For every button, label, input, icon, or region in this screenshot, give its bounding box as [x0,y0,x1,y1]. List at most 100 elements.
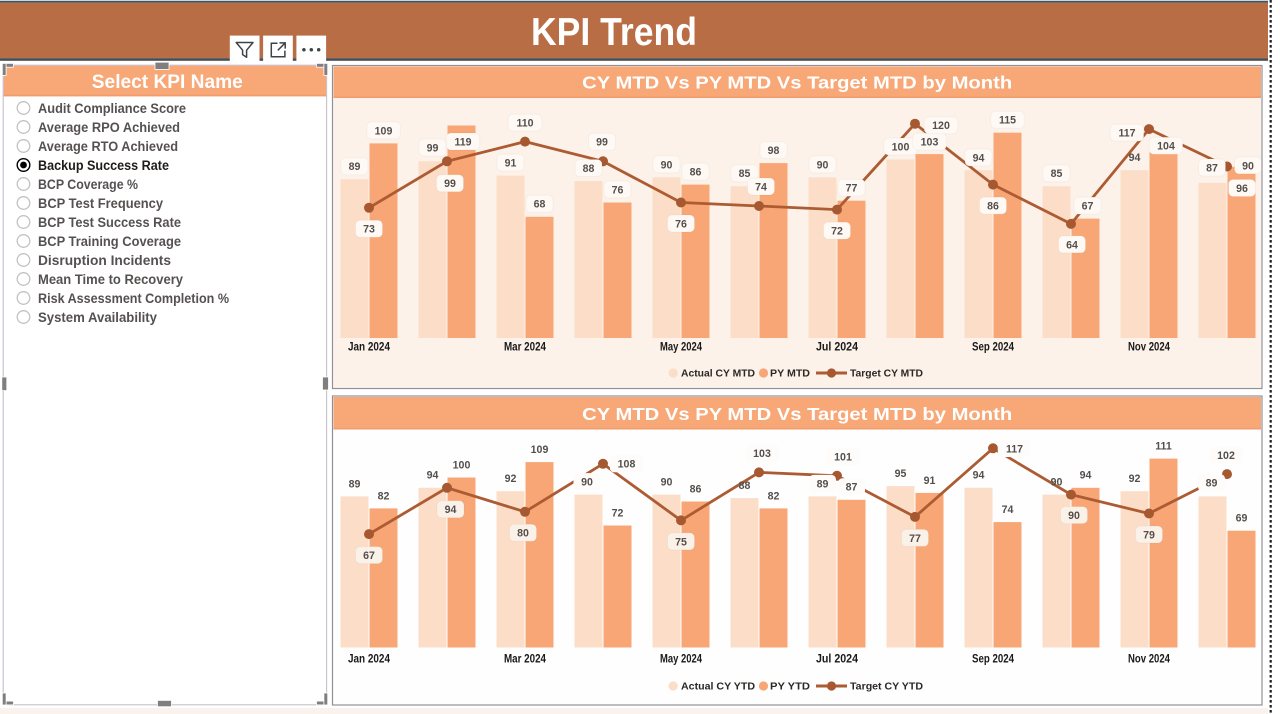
svg-text:94: 94 [427,470,439,482]
svg-text:96: 96 [1236,183,1248,195]
svg-text:74: 74 [755,181,767,193]
svg-text:120: 120 [932,120,950,132]
svg-text:99: 99 [427,142,439,154]
svg-text:101: 101 [834,452,852,464]
svg-text:119: 119 [454,136,471,148]
svg-text:73: 73 [363,224,375,236]
svg-text:94: 94 [1129,152,1141,164]
svg-text:BCP Training Coverage: BCP Training Coverage [38,234,181,249]
svg-text:Target CY MTD: Target CY MTD [850,368,923,380]
svg-text:94: 94 [445,504,457,516]
svg-text:99: 99 [596,137,608,149]
svg-text:92: 92 [505,473,517,485]
svg-text:67: 67 [1082,201,1094,213]
svg-text:86: 86 [987,201,999,213]
svg-text:64: 64 [1066,239,1078,251]
svg-text:Jan 2024: Jan 2024 [348,654,391,666]
svg-text:117: 117 [1118,128,1135,140]
svg-text:Actual CY YTD: Actual CY YTD [681,681,755,693]
svg-text:76: 76 [612,184,624,196]
svg-text:89: 89 [817,478,829,490]
svg-text:91: 91 [505,158,517,170]
svg-text:90: 90 [1242,160,1254,172]
svg-text:85: 85 [739,168,751,180]
svg-text:88: 88 [583,163,595,175]
svg-text:Sep 2024: Sep 2024 [972,654,1015,666]
svg-text:102: 102 [1217,450,1235,462]
svg-text:72: 72 [831,226,843,238]
svg-text:Average RTO Achieved: Average RTO Achieved [38,139,178,154]
svg-text:BCP Test Frequency: BCP Test Frequency [38,196,163,211]
svg-text:Backup Success Rate: Backup Success Rate [38,158,169,173]
svg-text:104: 104 [1157,141,1175,153]
svg-text:CY MTD Vs PY MTD Vs Target MTD: CY MTD Vs PY MTD Vs Target MTD by Month [582,404,1012,424]
svg-text:90: 90 [581,477,593,489]
svg-text:90: 90 [1051,477,1063,489]
svg-text:Target CY YTD: Target CY YTD [850,681,923,693]
svg-text:88: 88 [739,480,751,492]
svg-text:PY YTD: PY YTD [770,681,810,693]
svg-text:BCP Test Success Rate: BCP Test Success Rate [38,215,181,230]
svg-text:System Availability: System Availability [38,310,157,325]
svg-text:89: 89 [349,161,361,173]
svg-text:CY MTD Vs PY MTD Vs Target MTD: CY MTD Vs PY MTD Vs Target MTD by Month [582,73,1012,93]
svg-text:94: 94 [973,152,985,164]
svg-text:89: 89 [349,478,361,490]
svg-text:82: 82 [378,490,390,502]
svg-text:77: 77 [846,183,858,195]
svg-text:99: 99 [444,178,456,190]
svg-text:111: 111 [1155,441,1172,453]
svg-text:Audit Compliance Score: Audit Compliance Score [38,101,186,116]
svg-text:86: 86 [690,483,702,495]
svg-text:109: 109 [375,125,393,137]
svg-text:Mar 2024: Mar 2024 [504,654,547,666]
svg-text:82: 82 [768,490,780,502]
svg-text:100: 100 [453,459,471,471]
svg-text:77: 77 [909,533,921,545]
svg-text:67: 67 [363,550,375,562]
svg-text:110: 110 [516,118,533,130]
svg-text:90: 90 [661,159,673,171]
svg-text:74: 74 [1002,504,1014,516]
svg-text:103: 103 [753,448,771,460]
svg-text:75: 75 [675,536,687,548]
svg-text:KPI Trend: KPI Trend [531,11,697,54]
svg-text:Jan 2024: Jan 2024 [348,342,391,354]
svg-text:Actual CY MTD: Actual CY MTD [681,368,755,380]
svg-text:94: 94 [1080,470,1092,482]
svg-text:87: 87 [1206,162,1218,174]
svg-text:PY MTD: PY MTD [770,368,810,380]
svg-text:Risk Assessment Completion %: Risk Assessment Completion % [38,291,229,306]
svg-text:98: 98 [768,145,780,157]
svg-text:86: 86 [690,167,702,179]
svg-text:Jul 2024: Jul 2024 [816,342,859,354]
svg-text:92: 92 [1129,473,1141,485]
svg-text:85: 85 [1051,168,1063,180]
svg-text:109: 109 [531,444,549,456]
svg-text:May 2024: May 2024 [660,654,702,666]
svg-text:72: 72 [612,507,624,519]
svg-text:Mean Time to Recovery: Mean Time to Recovery [38,272,183,287]
svg-text:90: 90 [1068,510,1080,522]
svg-text:95: 95 [895,468,907,480]
svg-text:Average RPO Achieved: Average RPO Achieved [38,120,180,135]
svg-text:108: 108 [618,459,636,471]
svg-text:69: 69 [1236,513,1248,525]
svg-text:91: 91 [924,475,936,487]
svg-text:89: 89 [1206,478,1218,490]
svg-text:68: 68 [534,199,546,211]
svg-text:94: 94 [973,470,985,482]
svg-text:79: 79 [1143,529,1155,541]
svg-text:90: 90 [661,477,673,489]
svg-text:Select KPI Name: Select KPI Name [92,72,243,93]
svg-text:BCP Coverage %: BCP Coverage % [38,177,138,192]
svg-text:87: 87 [846,482,858,494]
svg-text:80: 80 [517,528,529,540]
svg-text:103: 103 [921,137,939,149]
svg-text:May 2024: May 2024 [660,342,702,354]
svg-text:Disruption Incidents: Disruption Incidents [38,253,171,268]
svg-text:Sep 2024: Sep 2024 [972,342,1015,354]
svg-text:115: 115 [999,115,1016,127]
svg-text:100: 100 [892,141,910,153]
svg-text:Nov 2024: Nov 2024 [1128,342,1170,354]
